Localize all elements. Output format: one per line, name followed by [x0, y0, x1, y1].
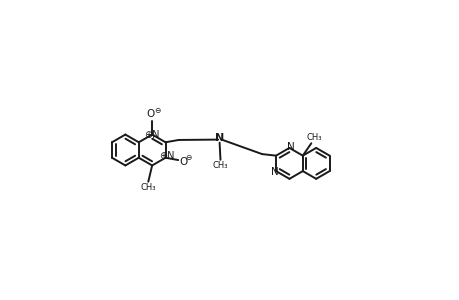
- Text: N: N: [286, 142, 294, 152]
- Text: N: N: [214, 133, 224, 143]
- Text: ⊕N: ⊕N: [144, 130, 160, 140]
- Text: O: O: [146, 109, 155, 119]
- Text: CH₃: CH₃: [306, 134, 321, 142]
- Text: O: O: [179, 157, 188, 167]
- Text: ⊕N: ⊕N: [159, 151, 175, 161]
- Text: CH₃: CH₃: [212, 161, 228, 170]
- Text: ⊖: ⊖: [185, 154, 191, 163]
- Text: N: N: [270, 167, 278, 177]
- Text: CH₃: CH₃: [140, 183, 156, 192]
- Text: ⊖: ⊖: [154, 106, 160, 115]
